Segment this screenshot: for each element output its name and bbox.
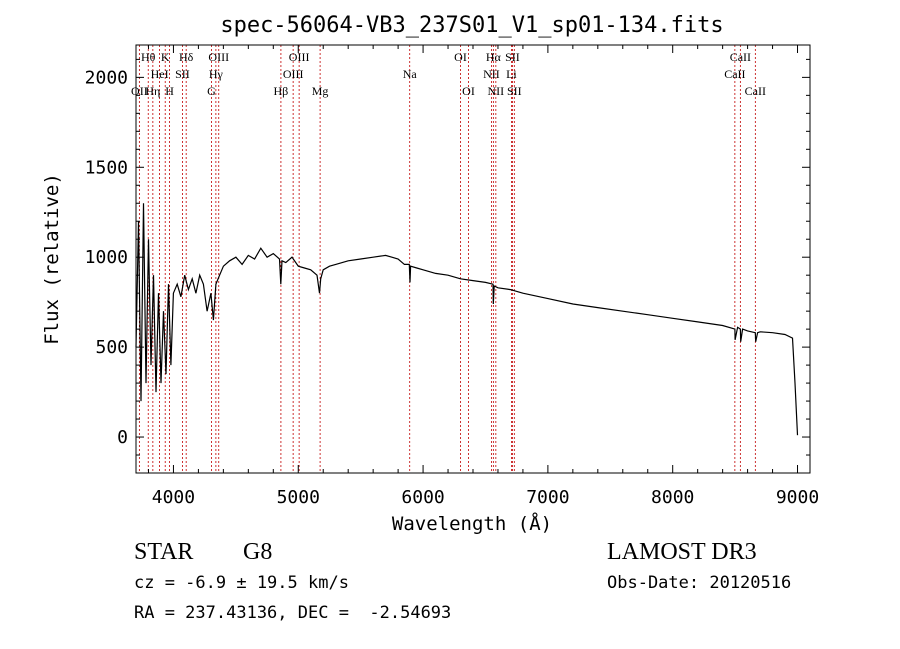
x-tick-label: 4000	[152, 487, 195, 508]
x-axis-ticks: 4000 5000 6000 7000 8000 9000	[147, 45, 819, 508]
x-tick-label: 6000	[401, 487, 444, 508]
flux-series-line	[135, 203, 799, 436]
x-axis-label: Wavelength (Å)	[392, 512, 552, 535]
y-tick-label: 1500	[85, 157, 128, 178]
ra-dec: RA = 237.43136, DEC = -2.54693	[134, 603, 452, 623]
redshift-cz: cz = -6.9 ± 19.5 km/s	[134, 573, 349, 593]
y-tick-label: 1000	[85, 247, 128, 268]
x-tick-label: 9000	[776, 487, 819, 508]
line-label: Hη	[145, 84, 160, 98]
line-label: Hγ	[209, 67, 224, 81]
line-label: OIII	[208, 50, 229, 64]
y-axis-label: Flux (relative)	[41, 173, 63, 345]
spectral-line-markers	[138, 45, 756, 473]
object-class: STAR	[134, 539, 194, 565]
line-label: Hα	[486, 50, 502, 64]
x-tick-label: 8000	[651, 487, 694, 508]
observation-date: Obs-Date: 20120516	[607, 573, 792, 593]
object-subclass: G8	[243, 539, 273, 565]
line-label: OI	[454, 50, 467, 64]
line-label: CaII	[724, 67, 745, 81]
line-label: Li	[506, 67, 517, 81]
line-label: H	[165, 84, 174, 98]
y-axis-ticks: 0 500 1000 1500 2000	[85, 58, 810, 456]
line-label: Mg	[312, 84, 329, 98]
line-label: CaII	[745, 84, 766, 98]
survey-name: LAMOST DR3	[607, 539, 757, 565]
line-label: OII	[131, 84, 148, 98]
line-label: Hθ	[141, 50, 156, 64]
line-label: HeI	[151, 67, 169, 81]
y-tick-label: 2000	[85, 67, 128, 88]
line-label: OIII	[289, 50, 310, 64]
line-label: G	[207, 84, 216, 98]
line-label: Hδ	[179, 50, 194, 64]
line-label: NII	[483, 67, 500, 81]
line-label: K	[161, 50, 170, 64]
y-tick-label: 500	[95, 337, 128, 358]
chart-title: spec-56064-VB3_237S01_V1_sp01-134.fits	[220, 13, 723, 38]
line-label: SII	[507, 84, 522, 98]
line-label: CaII	[730, 50, 751, 64]
y-tick-label: 0	[117, 427, 128, 448]
line-label: SII	[175, 67, 190, 81]
x-tick-label: 7000	[526, 487, 569, 508]
line-label: Na	[403, 67, 418, 81]
line-label: SII	[505, 50, 520, 64]
line-label: OI	[462, 84, 475, 98]
x-tick-label: 5000	[277, 487, 320, 508]
line-label: Hβ	[274, 84, 289, 98]
line-label: NII	[488, 84, 505, 98]
line-label: OIII	[283, 67, 304, 81]
